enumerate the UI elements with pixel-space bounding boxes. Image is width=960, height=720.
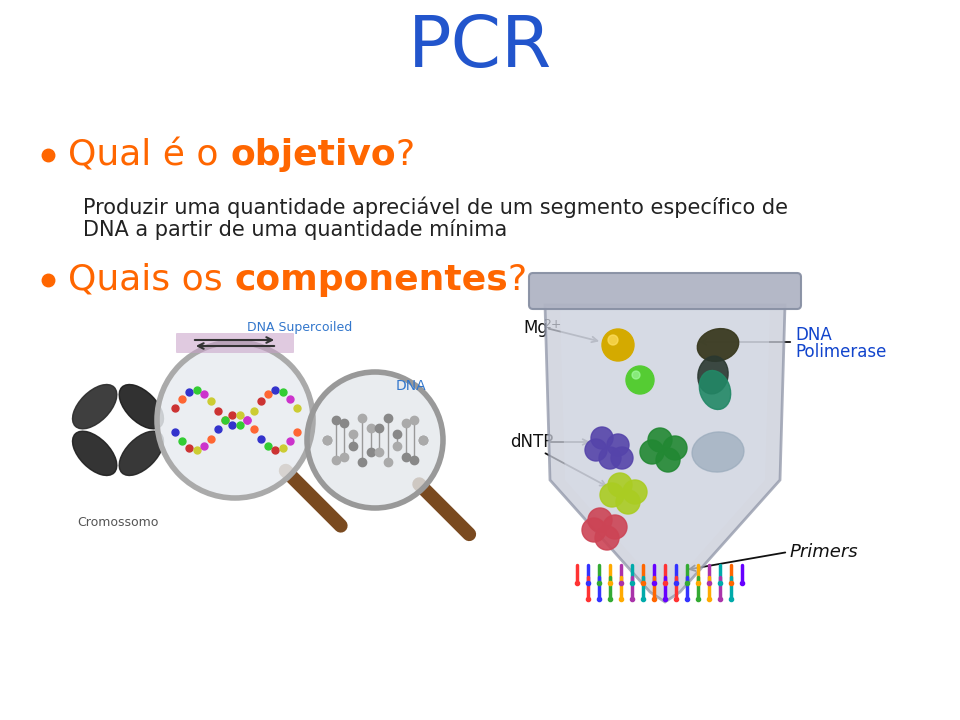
Ellipse shape <box>73 431 117 475</box>
Text: componentes: componentes <box>234 263 508 297</box>
Circle shape <box>611 447 633 469</box>
Circle shape <box>640 440 664 464</box>
Circle shape <box>648 428 672 452</box>
Circle shape <box>656 448 680 472</box>
Circle shape <box>626 366 654 394</box>
Text: Cromossomo: Cromossomo <box>78 516 158 529</box>
Text: Qual é o: Qual é o <box>68 138 230 172</box>
Circle shape <box>588 508 612 532</box>
Circle shape <box>600 483 624 507</box>
Circle shape <box>307 372 443 508</box>
Text: Polimerase: Polimerase <box>795 343 886 361</box>
Circle shape <box>157 342 313 498</box>
Circle shape <box>608 473 632 497</box>
Polygon shape <box>545 305 785 602</box>
Ellipse shape <box>697 328 738 361</box>
Circle shape <box>623 480 647 504</box>
Circle shape <box>595 526 619 550</box>
Text: dNTP: dNTP <box>510 433 553 451</box>
Text: ?: ? <box>508 263 527 297</box>
Text: DNA: DNA <box>795 326 831 344</box>
Circle shape <box>599 447 621 469</box>
Ellipse shape <box>692 432 744 472</box>
Text: Primers: Primers <box>790 543 858 561</box>
Circle shape <box>591 427 613 449</box>
Text: ?: ? <box>396 138 415 172</box>
Ellipse shape <box>119 431 163 475</box>
Circle shape <box>616 490 640 514</box>
Polygon shape <box>560 310 770 592</box>
Text: DNA Supercoiled: DNA Supercoiled <box>247 321 352 334</box>
Circle shape <box>608 335 618 345</box>
Circle shape <box>582 518 606 542</box>
Text: Mg: Mg <box>523 319 548 337</box>
Text: 2+: 2+ <box>543 318 562 330</box>
Circle shape <box>602 329 634 361</box>
Circle shape <box>585 439 607 461</box>
Ellipse shape <box>698 356 728 394</box>
Text: Produzir uma quantidade apreciável de um segmento específico de: Produzir uma quantidade apreciável de um… <box>83 197 788 217</box>
Text: DNA a partir de uma quantidade mínima: DNA a partir de uma quantidade mínima <box>83 220 507 240</box>
Text: DNA: DNA <box>396 379 426 392</box>
Text: Quais os: Quais os <box>68 263 234 297</box>
Circle shape <box>632 371 640 379</box>
Text: objetivo: objetivo <box>230 138 396 172</box>
Ellipse shape <box>699 371 731 410</box>
Circle shape <box>603 515 627 539</box>
Text: PCR: PCR <box>408 14 552 83</box>
Ellipse shape <box>119 384 163 429</box>
Circle shape <box>607 434 629 456</box>
FancyBboxPatch shape <box>529 273 801 309</box>
FancyBboxPatch shape <box>176 333 294 353</box>
Circle shape <box>663 436 687 460</box>
Ellipse shape <box>73 384 117 429</box>
